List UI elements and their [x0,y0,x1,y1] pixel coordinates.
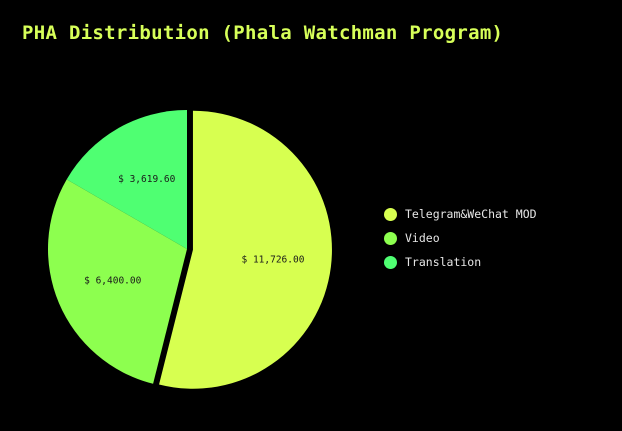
legend-item[interactable]: Telegram&WeChat MOD [384,202,537,226]
chart-legend: Telegram&WeChat MOD Video Translation [384,202,537,274]
legend-label: Translation [405,255,482,269]
legend-item[interactable]: Translation [384,250,537,274]
legend-swatch [384,255,397,269]
legend-label: Telegram&WeChat MOD [405,207,537,221]
pie-slice-telegram-wechat-mod [159,110,332,389]
slice-value-label: $ 11,726.00 [242,255,305,266]
legend-swatch [384,231,397,245]
legend-item[interactable]: Video [384,226,537,250]
slice-value-label: $ 6,400.00 [84,275,141,286]
pie-slice-video [47,179,187,384]
legend-label: Video [405,231,440,245]
slice-value-label: $ 3,619.60 [118,174,175,185]
pie-slice-translation [66,110,187,249]
legend-swatch [384,207,397,221]
chart-title: PHA Distribution (Phala Watchman Program… [22,22,504,44]
